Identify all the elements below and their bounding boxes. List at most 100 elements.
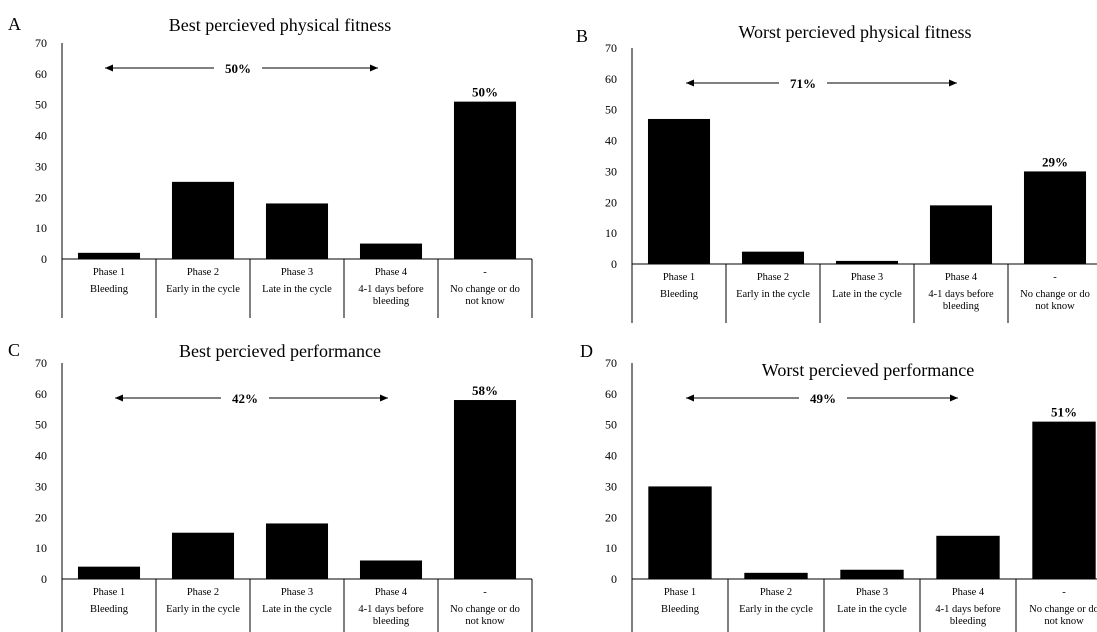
arrow-label: 50% [225, 61, 251, 76]
bar [359, 560, 423, 579]
y-tick-label: 10 [605, 541, 617, 555]
y-tick-label: 50 [35, 98, 47, 112]
panel-letter: D [580, 341, 593, 361]
bar [453, 101, 517, 259]
chart-title: Worst percieved physical fitness [739, 22, 972, 42]
category-desc-label: Bleeding [90, 604, 129, 615]
y-tick-label: 50 [35, 418, 47, 432]
arrow-head-left [115, 394, 123, 402]
category-desc-label: not know [465, 616, 505, 627]
category-desc-label: 4-1 days before [358, 604, 424, 615]
y-tick-label: 70 [605, 356, 617, 370]
bar [648, 486, 712, 579]
bar [647, 118, 711, 264]
y-tick-label: 60 [35, 67, 47, 81]
chart-panel-d: D Worst percieved performance 0 10 20 30 40 50 6… [580, 341, 1097, 632]
category-desc-label: No change or do [450, 284, 520, 295]
y-tick-label: 60 [35, 387, 47, 401]
y-tick-label: 30 [35, 159, 47, 173]
category-desc-label: Late in the cycle [837, 604, 907, 615]
category-desc-label: Late in the cycle [262, 284, 332, 295]
y-tick-label: 40 [35, 129, 47, 143]
y-tick-label: 60 [605, 72, 617, 86]
y-tick-label: 10 [35, 541, 47, 555]
bar [741, 251, 805, 264]
y-tick-label: 10 [35, 221, 47, 235]
y-tick-label: 20 [605, 195, 617, 209]
y-tick-label: 0 [611, 572, 617, 586]
panel-letter: C [8, 340, 20, 360]
bar [265, 523, 329, 579]
category-desc-label: 4-1 days before [935, 604, 1001, 615]
bar [936, 535, 1000, 579]
bar [359, 243, 423, 259]
category-desc-label: No change or do [1029, 604, 1097, 615]
bar-data-label: 29% [1042, 154, 1068, 169]
y-tick-label: 20 [35, 510, 47, 524]
category-desc-label: bleeding [373, 296, 410, 307]
category-phase-label: Phase 1 [663, 272, 695, 283]
bar [265, 203, 329, 259]
y-tick-label: 0 [611, 257, 617, 271]
category-phase-label: Phase 4 [375, 587, 408, 598]
category-phase-label: Phase 2 [760, 587, 792, 598]
bar [453, 400, 517, 579]
category-desc-label: No change or do [1020, 289, 1090, 300]
y-tick-label: 40 [35, 449, 47, 463]
category-desc-label: Early in the cycle [166, 284, 240, 295]
category-desc-label: Early in the cycle [739, 604, 813, 615]
y-tick-label: 70 [35, 356, 47, 370]
chart-title: Worst percieved performance [762, 360, 974, 380]
arrow-head-right [370, 64, 378, 72]
y-tick-label: 50 [605, 103, 617, 117]
y-tick-label: 40 [605, 134, 617, 148]
bar [171, 181, 235, 259]
bar-data-label: 50% [472, 85, 498, 100]
y-tick-label: 70 [605, 41, 617, 55]
category-desc-label: Late in the cycle [262, 604, 332, 615]
category-phase-label: Phase 3 [281, 587, 313, 598]
category-phase-label: Phase 3 [851, 272, 883, 283]
y-tick-label: 60 [605, 387, 617, 401]
y-tick-label: 30 [35, 479, 47, 493]
bar [835, 260, 899, 264]
chart-panel-c: C Best percieved performance 0 10 20 30 40 50 60… [8, 340, 533, 632]
bar [1032, 421, 1096, 579]
category-desc-label: Bleeding [90, 284, 129, 295]
y-tick-label: 70 [35, 36, 47, 50]
y-tick-label: 10 [605, 226, 617, 240]
category-desc-label: bleeding [943, 301, 980, 312]
category-desc-label: No change or do [450, 604, 520, 615]
bar [929, 205, 993, 264]
category-phase-label: Phase 1 [93, 587, 125, 598]
bar [840, 569, 904, 579]
category-desc-label: 4-1 days before [928, 289, 994, 300]
category-phase-label: Phase 2 [757, 272, 789, 283]
y-tick-label: 40 [605, 449, 617, 463]
category-phase-label: Phase 1 [93, 267, 125, 278]
y-tick-label: 30 [605, 479, 617, 493]
y-tick-label: 20 [35, 190, 47, 204]
chart-panel-b: B Worst percieved physical fitness 0 10 20 30… [576, 22, 1097, 323]
category-phase-label: Phase 3 [856, 587, 888, 598]
category-desc-label: bleeding [950, 616, 987, 627]
bar [1023, 171, 1087, 264]
arrow-head-right [950, 394, 958, 402]
category-desc-label: Early in the cycle [166, 604, 240, 615]
category-phase-label: Phase 4 [945, 272, 978, 283]
category-phase-label: - [483, 267, 487, 278]
y-tick-label: 30 [605, 164, 617, 178]
category-desc-label: Bleeding [661, 604, 700, 615]
y-tick-label: 0 [41, 572, 47, 586]
category-desc-label: Early in the cycle [736, 289, 810, 300]
bar-data-label: 58% [472, 383, 498, 398]
arrow-head-left [105, 64, 113, 72]
arrow-head-left [686, 79, 694, 87]
y-tick-label: 50 [605, 418, 617, 432]
arrow-head-left [686, 394, 694, 402]
category-desc-label: not know [465, 296, 505, 307]
category-phase-label: - [1062, 587, 1066, 598]
panel-letter: A [8, 14, 21, 34]
category-desc-label: Late in the cycle [832, 289, 902, 300]
